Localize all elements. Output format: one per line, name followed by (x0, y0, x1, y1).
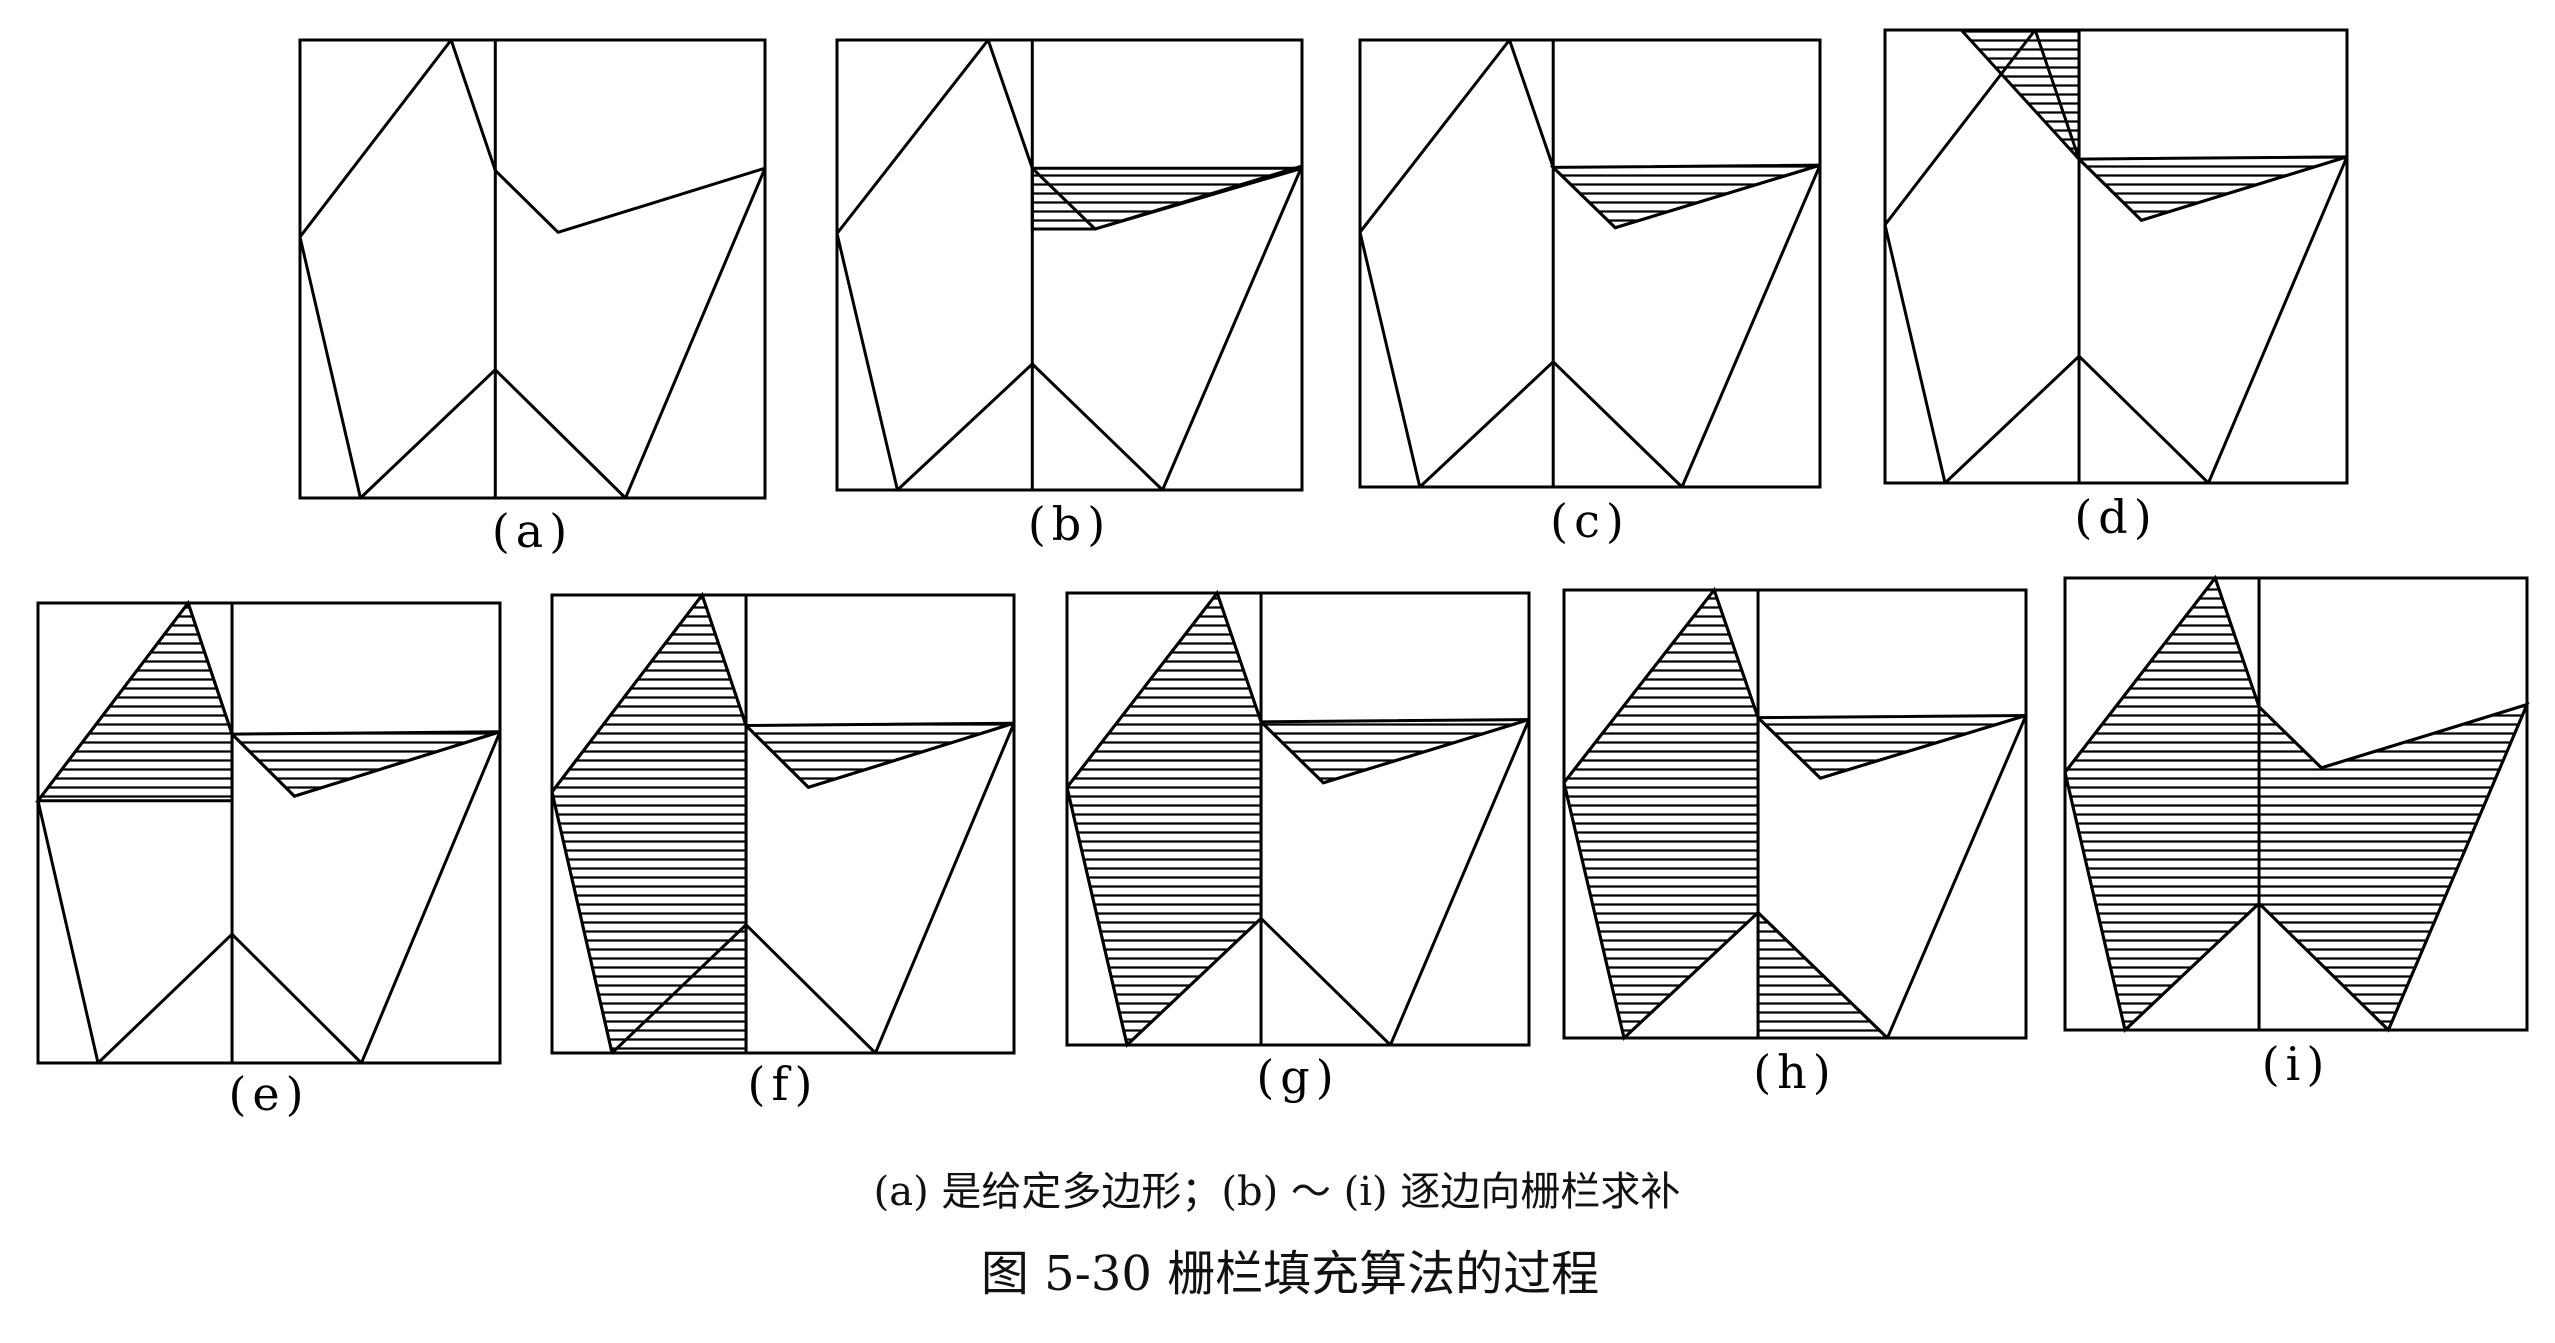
panel-d: (d) (1883, 28, 2349, 544)
panel-label-b: (b) (1028, 497, 1111, 551)
panel-g: (g) (1065, 589, 1531, 1104)
panel-label-i: (i) (2262, 1037, 2331, 1091)
polygon-outline (1358, 38, 1822, 489)
polygon-outline (550, 593, 1016, 1055)
panel-e: (e) (34, 599, 502, 1121)
panel-label-f: (f) (748, 1057, 819, 1111)
polygon-outline (835, 38, 1304, 492)
panel-label-d: (d) (2074, 490, 2157, 544)
panel-f: (f) (550, 591, 1016, 1111)
panel-frame (1883, 28, 2349, 485)
panel-frame (36, 601, 502, 1065)
polygon-outline (298, 38, 767, 500)
panel-b: (b) (835, 38, 1304, 551)
polygon-outline (2063, 576, 2529, 1032)
panel-frame (835, 38, 1304, 492)
polygon-outline (1065, 591, 1531, 1047)
panel-c: (c) (1358, 38, 1822, 548)
panel-label-e: (e) (228, 1067, 309, 1121)
panel-label-h: (h) (1753, 1045, 1837, 1099)
panel-a: (a) (298, 38, 767, 558)
panel-label-g: (g) (1256, 1050, 1339, 1104)
panel-i: (i) (2063, 574, 2530, 1091)
panel-label-a: (a) (492, 504, 573, 558)
polygon-outline (1562, 588, 2028, 1040)
polygon-outline (36, 601, 502, 1065)
polygon-outline (1883, 28, 2349, 485)
panel-frame (1358, 38, 1822, 489)
panel-h: (h) (1562, 586, 2028, 1099)
panel-label-c: (c) (1550, 494, 1630, 548)
figure-subtitle: (a) 是给定多边形；(b) ～ (i) 逐边向栅栏求补 (874, 1169, 1681, 1215)
figure-title: 图 5-30 栅栏填充算法的过程 (981, 1246, 1599, 1302)
panel-frame (298, 38, 767, 500)
